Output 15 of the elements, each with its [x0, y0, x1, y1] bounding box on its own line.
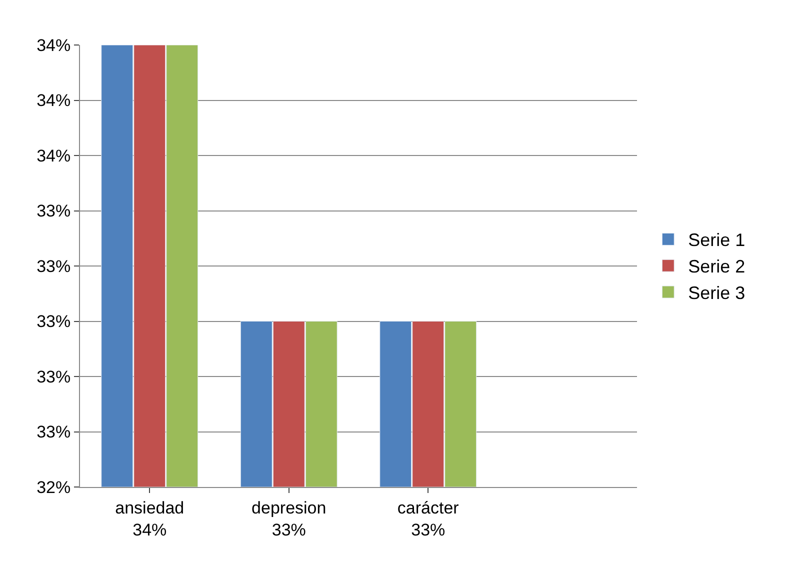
legend-label: Serie 2 [688, 256, 746, 277]
y-tick-label: 33% [36, 367, 71, 386]
y-tick-label: 34% [36, 36, 71, 55]
legend-label: Serie 1 [688, 230, 746, 250]
x-tick-label: ansiedad 34% [115, 498, 184, 540]
y-tick-label: 33% [36, 312, 71, 332]
y-tick-label: 34% [36, 91, 71, 110]
y-tick-label: 33% [36, 202, 71, 221]
x-tick-label: carácter 33% [397, 498, 460, 540]
y-tick-label: 33% [36, 256, 71, 276]
y-tick-label: 32% [36, 478, 71, 497]
y-tick-label: 34% [36, 146, 71, 166]
legend-label: Serie 3 [688, 283, 746, 304]
x-tick-label: depresion 33% [252, 498, 326, 540]
y-tick-label: 33% [36, 422, 71, 442]
